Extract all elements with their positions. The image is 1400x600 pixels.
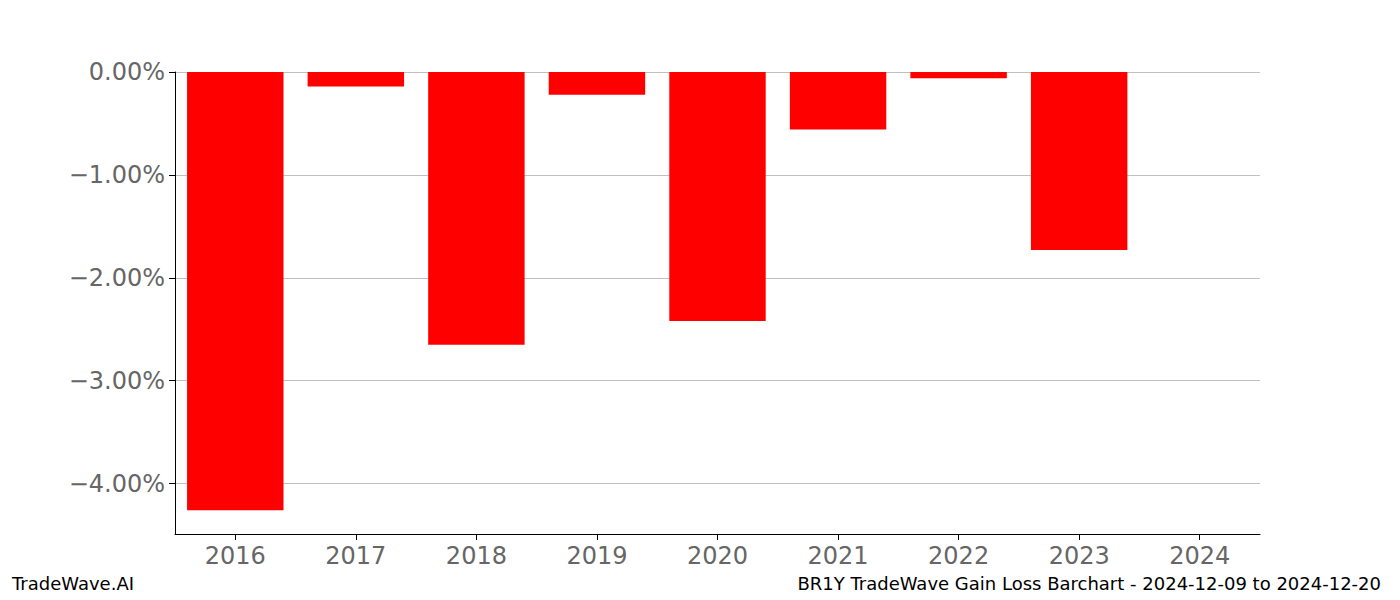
svg-text:2018: 2018 — [446, 542, 507, 570]
svg-text:2023: 2023 — [1049, 542, 1110, 570]
svg-text:2019: 2019 — [566, 542, 627, 570]
svg-text:BR1Y TradeWave Gain Loss Barch: BR1Y TradeWave Gain Loss Barchart - 2024… — [797, 573, 1381, 594]
svg-text:2022: 2022 — [928, 542, 989, 570]
svg-text:2024: 2024 — [1169, 542, 1230, 570]
svg-text:0.00%: 0.00% — [89, 58, 165, 86]
svg-text:2021: 2021 — [808, 542, 869, 570]
svg-text:−2.00%: −2.00% — [69, 264, 165, 292]
svg-text:2017: 2017 — [325, 542, 386, 570]
svg-text:TradeWave.AI: TradeWave.AI — [11, 573, 134, 594]
svg-text:2016: 2016 — [205, 542, 266, 570]
svg-text:2020: 2020 — [687, 542, 748, 570]
svg-text:−3.00%: −3.00% — [69, 367, 165, 395]
svg-text:−4.00%: −4.00% — [69, 470, 165, 498]
svg-text:−1.00%: −1.00% — [69, 161, 165, 189]
